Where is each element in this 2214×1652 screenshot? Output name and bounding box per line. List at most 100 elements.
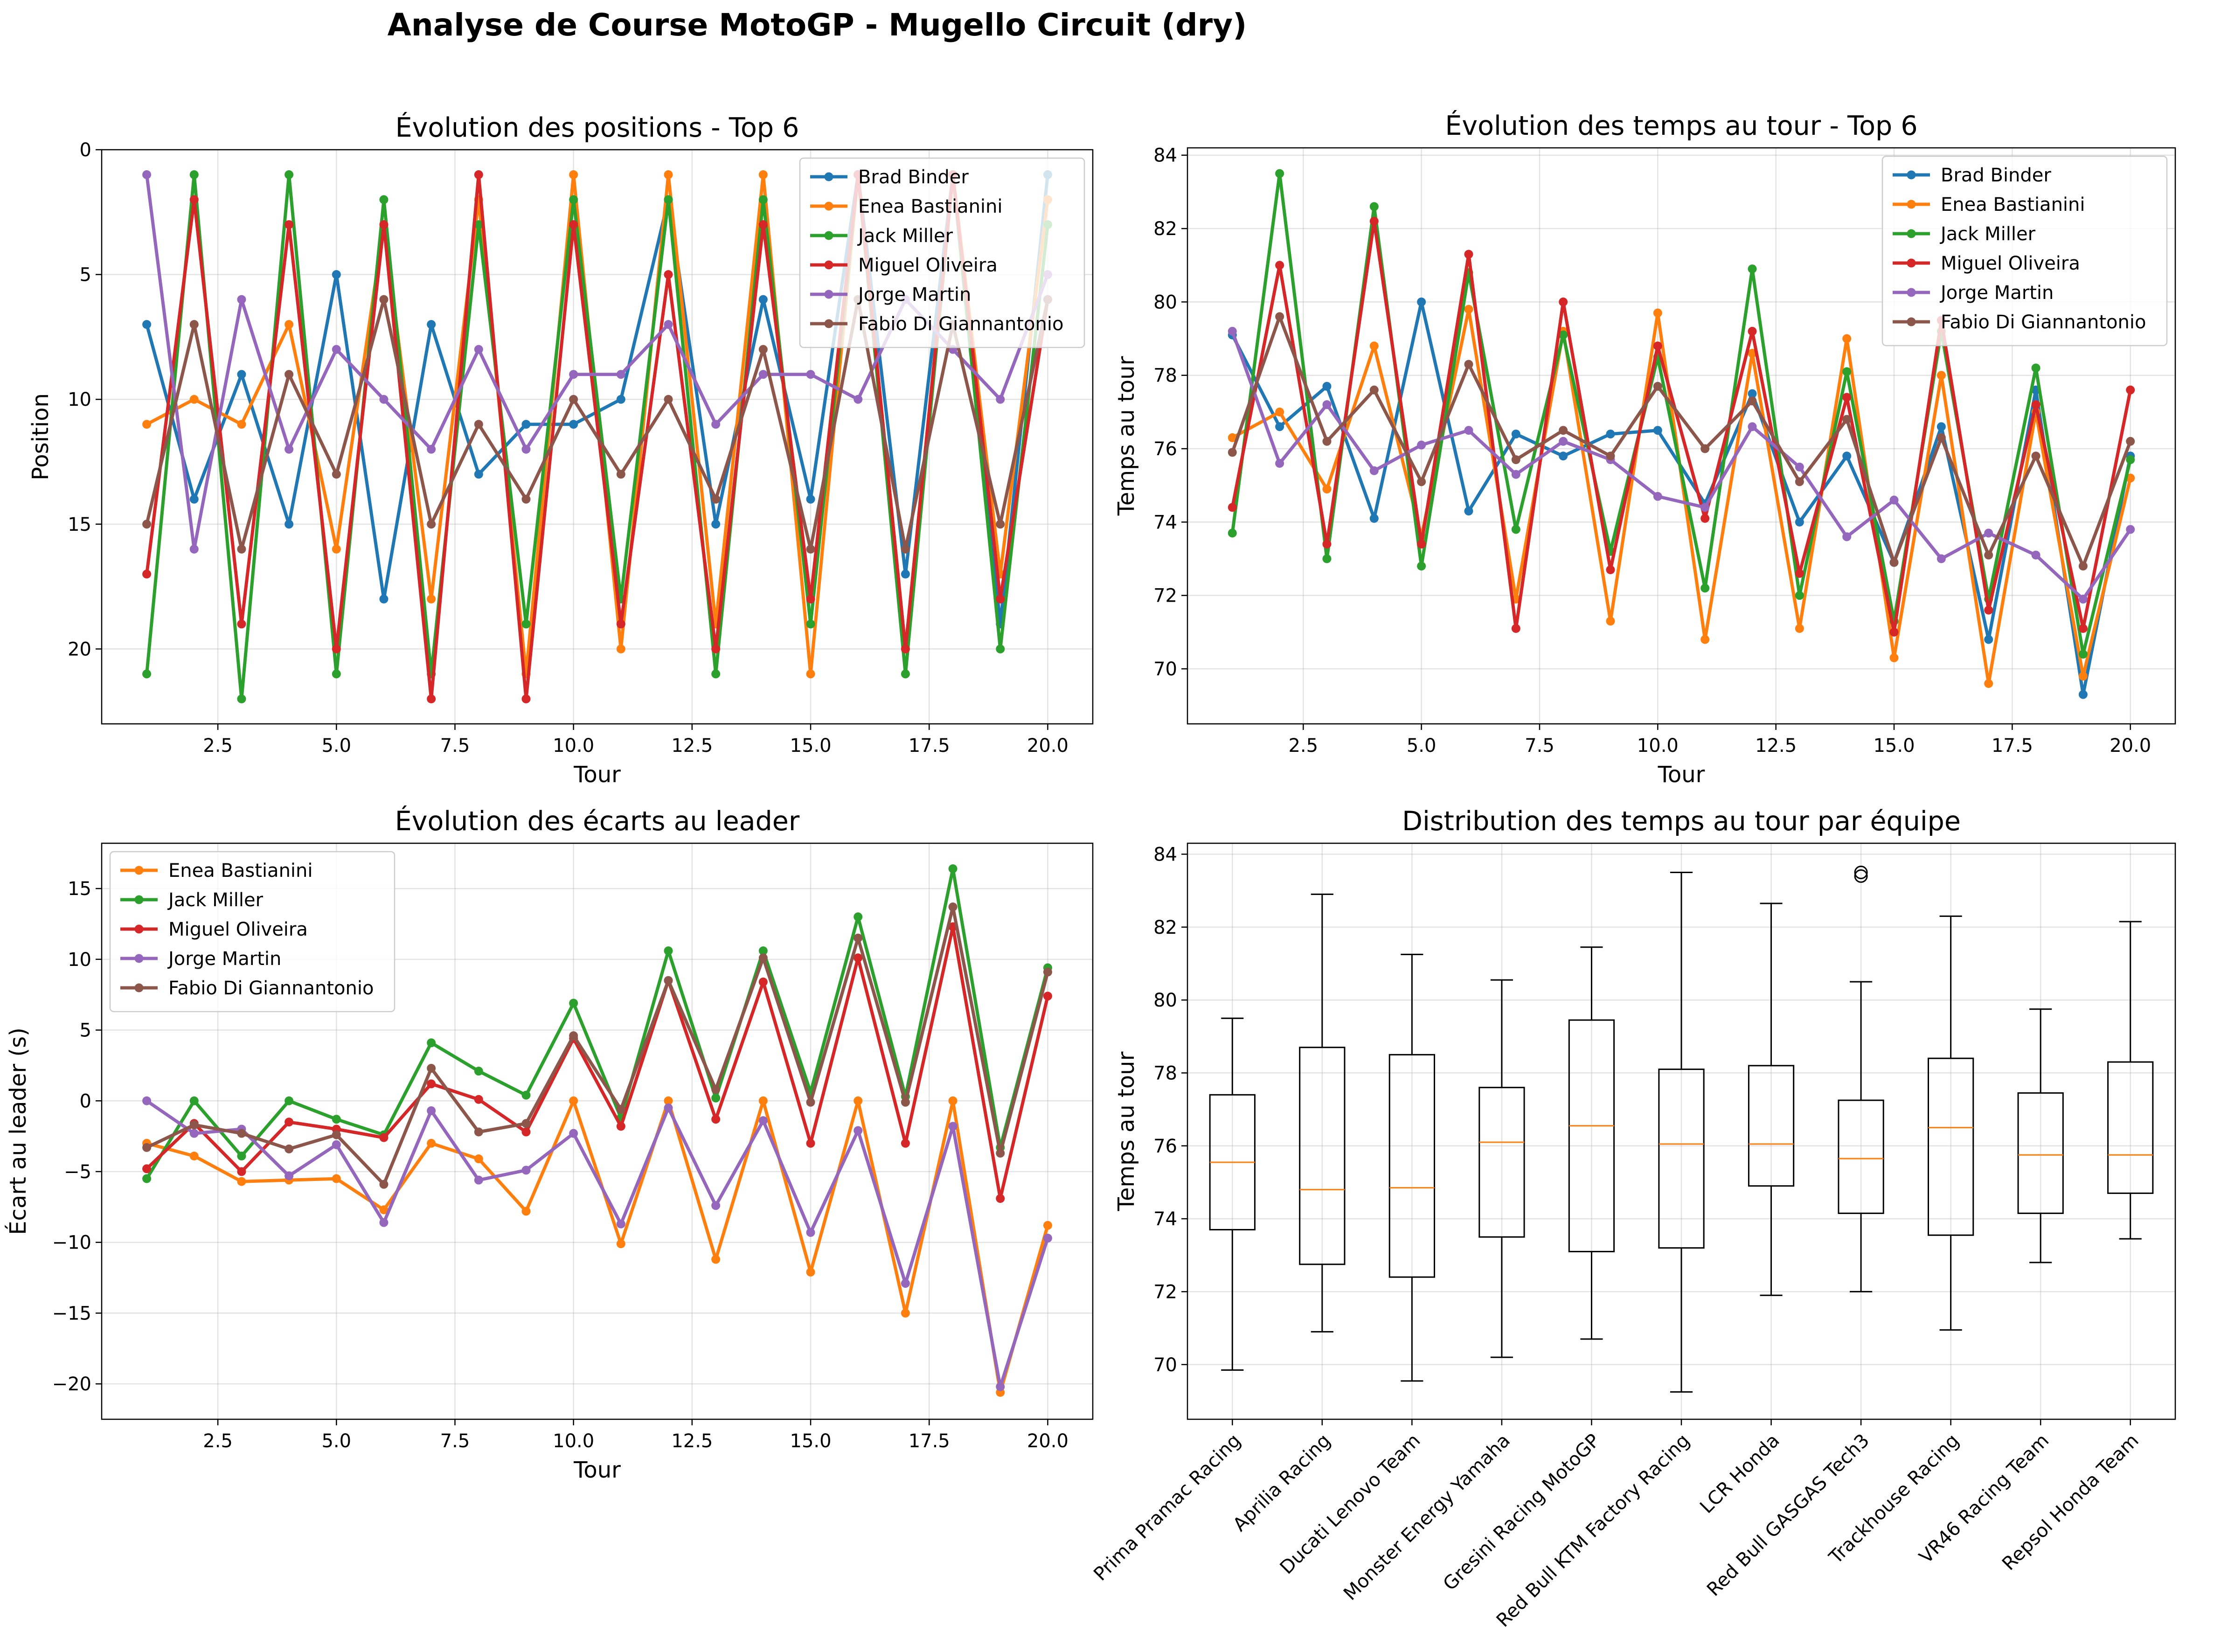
data-point-jorge-martin [1559,437,1568,446]
data-point-fabio-di-giannantonio [189,1120,199,1130]
data-point-fabio-di-giannantonio [664,976,673,985]
laptimes-xtick-label: 12.5 [1755,735,1797,757]
box-ducati-lenovo-team [1388,953,1436,1382]
box-iqr [1568,1019,1615,1252]
data-point-enea-bastianini [1275,407,1284,416]
data-point-fabio-di-giannantonio [1842,415,1852,424]
legend-marker-fabio-di-giannantonio [1907,317,1916,326]
data-point-brad-binder [1464,507,1473,516]
data-point-jack-miller [521,619,531,629]
data-point-jorge-martin [1889,495,1899,505]
data-point-fabio-di-giannantonio [1559,426,1568,435]
data-point-enea-bastianini [427,1138,436,1148]
data-point-fabio-di-giannantonio [2078,562,2088,571]
positions-xtick-label: 10.0 [553,735,594,757]
data-point-jack-miller [379,195,389,204]
data-point-fabio-di-giannantonio [758,345,768,354]
box-vr46-racing-team [2017,1008,2064,1263]
legend-label-jack-miller: Jack Miller [167,889,264,911]
positions-xtick-label: 15.0 [790,735,832,757]
series-line-miguel-oliveira [1230,219,2132,634]
series-line-enea-bastianini [145,1099,1049,1394]
data-point-jack-miller [711,669,721,679]
data-point-enea-bastianini [332,1174,341,1183]
laptimes-title: Évolution des temps au tour - Top 6 [1445,110,1917,141]
gaps-xtick-label: 2.5 [203,1430,233,1452]
category-label-prima-pramac-racing: Prima Pramac Racing [1090,1430,1245,1585]
figure-title: Analyse de Course MotoGP - Mugello Circu… [388,7,1247,43]
data-point-jorge-martin [332,345,341,354]
data-point-brad-binder [758,295,768,304]
box-prima-pramac-racing [1209,1017,1256,1371]
data-point-enea-bastianini [1984,679,1993,688]
laptimes-ytick-label: 72 [1153,585,1177,607]
data-point-jack-miller [474,1067,483,1076]
data-point-enea-bastianini [616,644,625,653]
data-point-jorge-martin [1275,458,1284,468]
data-point-miguel-oliveira [1369,216,1379,226]
data-point-brad-binder [521,420,531,429]
series-line-miguel-oliveira [145,173,1049,701]
data-point-miguel-oliveira [427,1079,436,1089]
positions-xtick-label: 12.5 [671,735,713,757]
data-point-jack-miller [569,195,578,204]
gaps-title: Évolution des écarts au leader [395,805,800,837]
data-point-fabio-di-giannantonio [569,1031,578,1041]
legend-marker-miguel-oliveira [824,260,833,270]
data-point-jorge-martin [711,1201,721,1210]
data-point-brad-binder [1984,635,1993,644]
data-point-jorge-martin [521,1166,531,1175]
box-ytick-label: 78 [1153,1062,1177,1084]
positions-xlabel: Tour [573,762,621,788]
data-point-miguel-oliveira [2078,624,2088,633]
data-point-jack-miller [948,864,958,874]
box-iqr [1928,1057,1974,1236]
legend-marker-miguel-oliveira [1907,258,1916,268]
data-point-enea-bastianini [806,669,815,679]
data-point-jack-miller [1417,562,1426,571]
data-point-brad-binder [1842,451,1852,461]
laptimes-ytick-label: 82 [1153,218,1177,240]
data-point-jack-miller [285,170,294,180]
data-point-jack-miller [711,1093,721,1103]
legend-label-miguel-oliveira: Miguel Oliveira [858,255,998,276]
legend-label-brad-binder: Brad Binder [858,167,969,188]
laptimes-axes-frame [1187,147,2176,725]
data-point-fabio-di-giannantonio [1043,967,1052,977]
data-point-fabio-di-giannantonio [901,1097,910,1107]
data-point-fabio-di-giannantonio [711,1085,721,1094]
laptimes-plot-area [1228,169,2135,699]
series-line-fabio-di-giannantonio [145,298,1049,551]
data-point-enea-bastianini [285,320,294,329]
gaps-legend-box [109,851,396,1013]
gaps-xlabel: Tour [573,1457,621,1483]
legend-label-jack-miller: Jack Miller [1939,223,2036,245]
legend-marker-brad-binder [1907,170,1916,180]
data-point-fabio-di-giannantonio [1228,448,1237,457]
data-point-jorge-martin [1936,554,1946,563]
laptimes-xtick-label: 7.5 [1525,735,1555,757]
legend-label-fabio-di-giannantonio: Fabio Di Giannantonio [168,978,374,999]
data-point-jorge-martin [237,295,246,304]
data-point-enea-bastianini [1889,653,1899,662]
data-point-jack-miller [237,694,246,703]
data-point-miguel-oliveira [1700,514,1710,523]
data-point-fabio-di-giannantonio [1322,437,1332,446]
box-trackhouse-racing [1928,915,1974,1331]
data-point-enea-bastianini [664,170,673,180]
legend-label-jorge-martin: Jorge Martin [167,948,281,970]
data-point-jack-miller [285,1096,294,1105]
data-point-jorge-martin [1043,1234,1052,1243]
data-point-jack-miller [2126,455,2135,465]
category-label-red-bull-ktm-factory-racing: Red Bull KTM Factory Racing [1492,1430,1694,1631]
data-point-jack-miller [332,1115,341,1124]
box-ytick-label: 72 [1153,1281,1177,1303]
box-iqr [1838,1099,1884,1214]
laptimes-xtick-label: 5.0 [1407,735,1437,757]
data-point-enea-bastianini [237,420,246,429]
data-point-jorge-martin [1464,426,1473,435]
gaps-xtick-label: 17.5 [909,1430,950,1452]
data-point-jack-miller [1700,583,1710,593]
box-flier [1854,866,1868,880]
data-point-enea-bastianini [332,544,341,554]
